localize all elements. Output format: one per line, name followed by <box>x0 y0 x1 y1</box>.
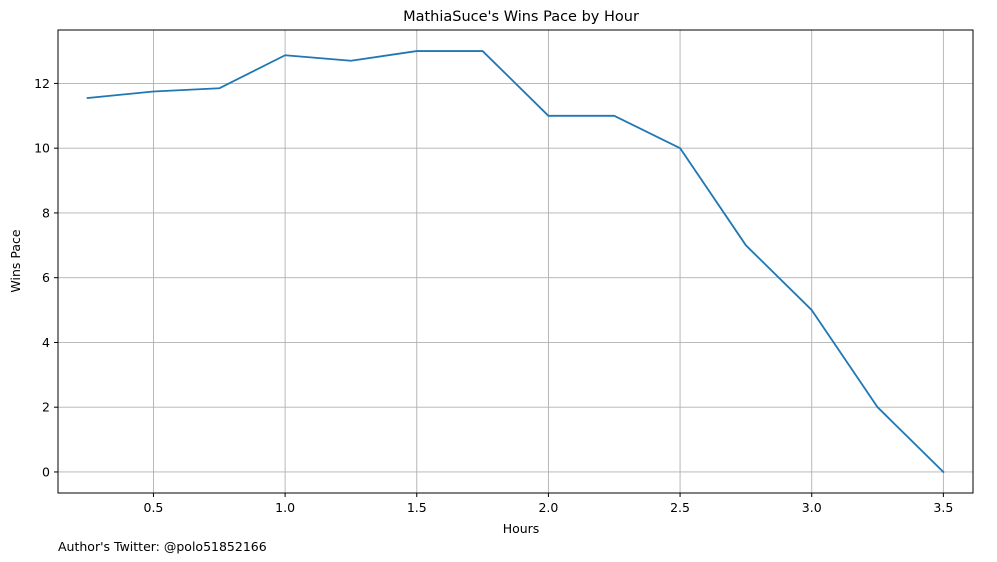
y-tick-label: 10 <box>34 141 50 156</box>
y-tick-label: 2 <box>42 400 50 415</box>
author-footnote: Author's Twitter: @polo51852166 <box>58 539 267 554</box>
x-tick-label: 0.5 <box>144 500 164 515</box>
chart-title: MathiaSuce's Wins Pace by Hour <box>403 9 639 25</box>
y-axis-label: Wins Pace <box>8 229 23 292</box>
x-axis-ticks: 0.5 1.0 1.5 2.0 2.5 3.0 3.5 <box>144 493 953 515</box>
x-tick-label: 1.5 <box>407 500 427 515</box>
x-tick-label: 3.0 <box>802 500 822 515</box>
x-tick-label: 1.0 <box>275 500 295 515</box>
x-axis-label: Hours <box>503 521 540 536</box>
y-axis-ticks: 0 2 4 6 8 10 12 <box>34 76 58 479</box>
y-tick-label: 0 <box>42 464 50 479</box>
grid <box>58 30 973 493</box>
x-tick-label: 2.0 <box>538 500 558 515</box>
x-tick-label: 2.5 <box>670 500 690 515</box>
x-tick-label: 3.5 <box>933 500 953 515</box>
y-tick-label: 12 <box>34 76 50 91</box>
y-tick-label: 8 <box>42 205 50 220</box>
series-layer <box>86 50 945 474</box>
y-tick-label: 4 <box>42 335 50 350</box>
y-tick-label: 6 <box>42 270 50 285</box>
plot-frame <box>57 29 974 494</box>
series-line <box>86 50 945 474</box>
